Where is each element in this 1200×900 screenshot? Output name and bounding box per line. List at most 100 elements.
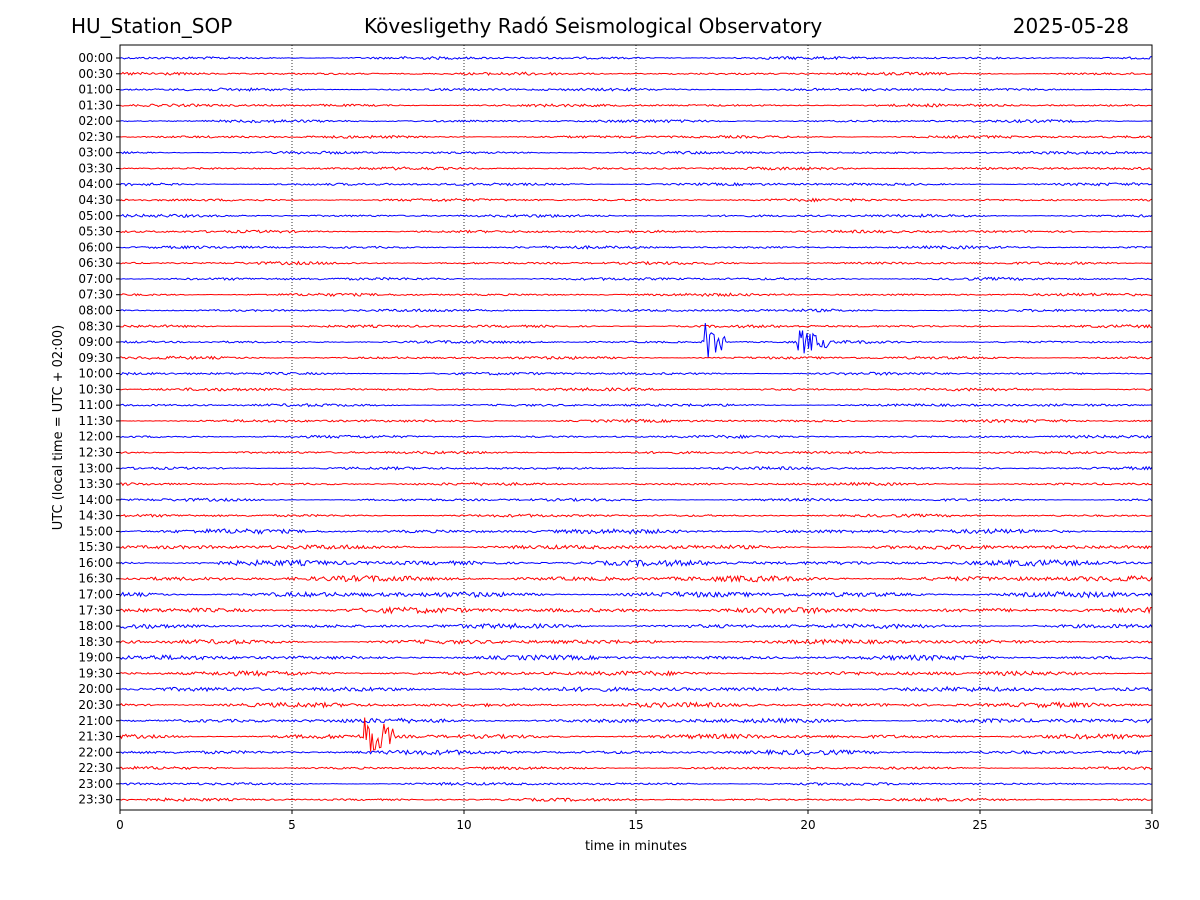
trace-row-1900 xyxy=(119,653,1152,662)
y-tick-label: 04:00 xyxy=(78,177,113,191)
y-tick-label: 02:00 xyxy=(78,114,113,128)
y-tick-label: 07:30 xyxy=(78,288,113,302)
y-tick-label: 12:00 xyxy=(78,430,113,444)
x-tick-label: 5 xyxy=(288,818,296,832)
y-tick-label: 11:00 xyxy=(78,398,113,412)
trace-row-0200 xyxy=(119,118,1153,124)
trace-row-0130 xyxy=(119,103,1153,108)
trace-row-0700 xyxy=(119,276,1153,282)
x-axis-label: time in minutes xyxy=(585,839,687,854)
y-tick-label: 10:00 xyxy=(78,367,113,381)
y-tick-label: 15:00 xyxy=(78,524,113,538)
trace-row-2200 xyxy=(119,748,1153,756)
trace-row-0730 xyxy=(120,292,1152,298)
y-tick-label: 19:30 xyxy=(78,666,113,680)
y-tick-label: 22:30 xyxy=(78,761,113,775)
trace-row-2000 xyxy=(119,685,1153,693)
trace-row-0800 xyxy=(119,308,1153,313)
trace-row-1800 xyxy=(119,622,1153,630)
y-tick-label: 18:30 xyxy=(78,635,113,649)
trace-row-2030 xyxy=(119,701,1153,709)
y-tick-label: 21:30 xyxy=(78,730,113,744)
trace-row-2330 xyxy=(119,797,1153,803)
y-tick-label: 12:30 xyxy=(78,446,113,460)
y-tick-label: 05:00 xyxy=(78,209,113,223)
y-tick-label: 01:00 xyxy=(78,83,113,97)
trace-row-1200 xyxy=(119,434,1153,440)
trace-row-1000 xyxy=(119,371,1153,376)
trace-row-1530 xyxy=(119,544,1153,551)
station-name: HU_Station_SOP xyxy=(71,14,233,38)
trace-row-1330 xyxy=(119,481,1153,487)
trace-row-0330 xyxy=(119,166,1152,171)
y-tick-label: 03:30 xyxy=(78,161,113,175)
trace-row-1630 xyxy=(119,574,1153,583)
x-tick-label: 20 xyxy=(800,818,815,832)
y-tick-label: 10:30 xyxy=(78,382,113,396)
y-tick-label: 04:30 xyxy=(78,193,113,207)
trace-row-2300 xyxy=(120,781,1153,787)
y-tick-label: 09:30 xyxy=(78,351,113,365)
trace-row-1930 xyxy=(119,669,1153,677)
trace-row-1600 xyxy=(119,558,1153,568)
trace-row-0900 xyxy=(119,322,1153,359)
y-tick-label: 23:30 xyxy=(78,793,113,807)
y-tick-label: 15:30 xyxy=(78,540,113,554)
y-tick-label: 11:30 xyxy=(78,414,113,428)
y-axis-label: UTC (local time = UTC + 02:00) xyxy=(51,325,66,530)
trace-row-2130 xyxy=(119,717,1153,752)
trace-row-0430 xyxy=(119,197,1153,203)
y-tick-label: 14:30 xyxy=(78,509,113,523)
trace-row-2100 xyxy=(120,717,1152,724)
x-tick-label: 0 xyxy=(116,818,124,832)
trace-row-1130 xyxy=(120,418,1153,424)
y-tick-label: 16:00 xyxy=(78,556,113,570)
x-tick-label: 25 xyxy=(972,818,987,832)
x-tick-label: 10 xyxy=(456,818,471,832)
y-tick-label: 08:00 xyxy=(78,303,113,317)
y-tick-label: 22:00 xyxy=(78,745,113,759)
trace-row-0030 xyxy=(119,71,1153,76)
trace-row-1030 xyxy=(120,386,1153,392)
x-tick-label: 15 xyxy=(628,818,643,832)
y-tick-label: 19:00 xyxy=(78,651,113,665)
trace-row-0530 xyxy=(119,229,1153,234)
y-tick-label: 07:00 xyxy=(78,272,113,286)
y-tick-label: 00:00 xyxy=(78,51,113,65)
trace-row-1830 xyxy=(119,638,1153,646)
y-tick-label: 23:00 xyxy=(78,777,113,791)
y-tick-label: 06:30 xyxy=(78,256,113,270)
trace-row-0830 xyxy=(119,323,1153,329)
trace-row-0630 xyxy=(119,260,1152,266)
y-tick-label: 17:30 xyxy=(78,603,113,617)
y-tick-label: 06:00 xyxy=(78,240,113,254)
y-tick-label: 05:30 xyxy=(78,225,113,239)
trace-row-1500 xyxy=(119,527,1153,535)
trace-row-0230 xyxy=(119,134,1153,139)
y-tick-label: 02:30 xyxy=(78,130,113,144)
y-tick-label: 16:30 xyxy=(78,572,113,586)
trace-row-1700 xyxy=(119,590,1153,599)
y-tick-label: 20:00 xyxy=(78,682,113,696)
trace-row-0000 xyxy=(119,55,1153,61)
y-tick-label: 14:00 xyxy=(78,493,113,507)
trace-row-0600 xyxy=(119,245,1153,250)
observatory-title: Kövesligethy Radó Seismological Observat… xyxy=(364,14,823,38)
record-date: 2025-05-28 xyxy=(1012,14,1129,38)
trace-row-1100 xyxy=(119,403,1153,408)
y-tick-label: 03:00 xyxy=(78,146,113,160)
trace-row-0400 xyxy=(119,182,1153,187)
y-tick-label: 20:30 xyxy=(78,698,113,712)
y-tick-label: 09:00 xyxy=(78,335,113,349)
trace-row-0500 xyxy=(119,213,1153,219)
trace-row-1730 xyxy=(119,605,1153,615)
y-tick-label: 13:00 xyxy=(78,461,113,475)
y-tick-label: 00:30 xyxy=(78,67,113,81)
trace-row-1430 xyxy=(119,513,1153,518)
trace-row-0300 xyxy=(119,150,1153,155)
y-tick-label: 17:00 xyxy=(78,588,113,602)
y-tick-label: 08:30 xyxy=(78,319,113,333)
trace-row-1230 xyxy=(119,450,1153,455)
y-tick-label: 01:30 xyxy=(78,98,113,112)
